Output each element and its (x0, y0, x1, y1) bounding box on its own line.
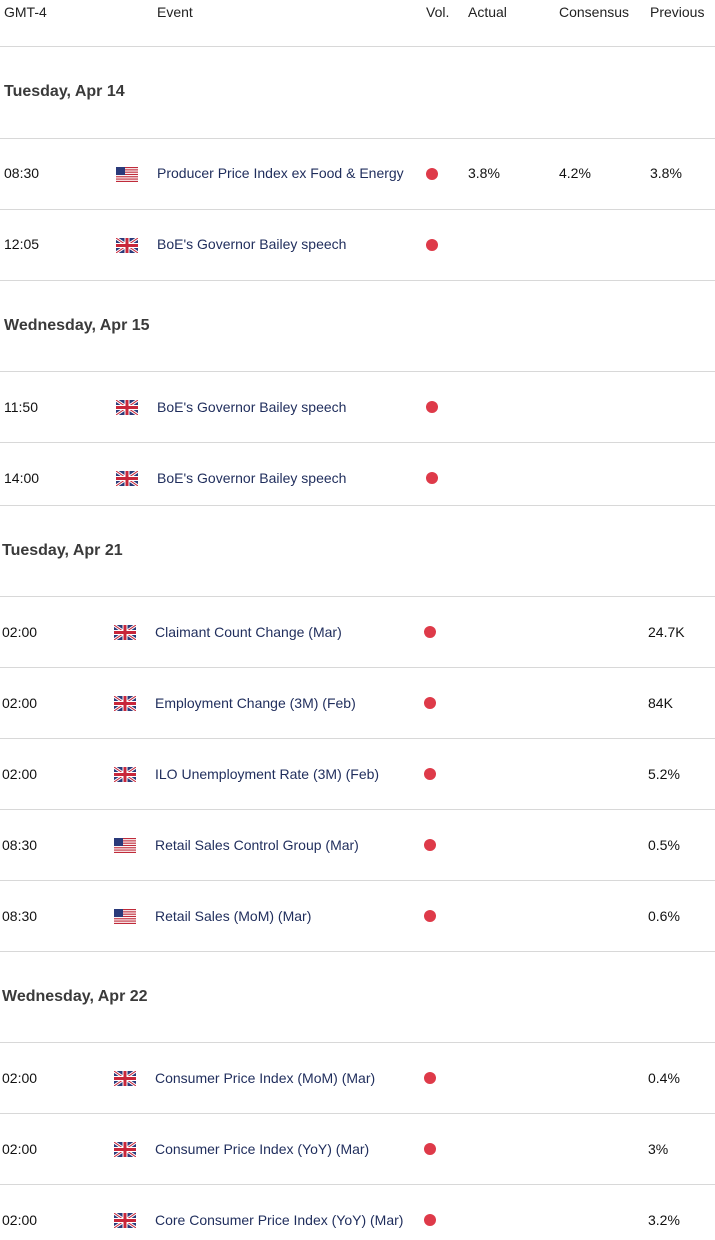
previous-column-header: Previous (650, 4, 705, 20)
uk-flag-icon (116, 400, 138, 415)
date-label: Wednesday, Apr 15 (4, 317, 150, 334)
event-row[interactable]: 02:00 Employment Change (3M) (Feb) 84K (0, 668, 715, 739)
event-row[interactable]: 02:00 Core Consumer Price Index (YoY) (M… (0, 1185, 715, 1240)
high-volatility-indicator (424, 1072, 436, 1084)
event-name-link[interactable]: BoE's Governor Bailey speech (157, 470, 347, 486)
date-label: Tuesday, Apr 21 (2, 542, 123, 559)
consensus-value: 4.2% (559, 165, 591, 181)
event-row[interactable]: 08:30 Producer Price Index ex Food & Ene… (0, 139, 715, 210)
high-volatility-indicator (424, 1214, 436, 1226)
event-time: 02:00 (2, 695, 38, 711)
uk-flag-icon (114, 767, 136, 782)
high-volatility-indicator (426, 472, 438, 484)
high-volatility-indicator (424, 1143, 436, 1155)
date-group-header: Tuesday, Apr 21 (0, 506, 715, 597)
uk-flag-icon (116, 238, 138, 253)
us-flag-icon (114, 838, 136, 853)
high-volatility-indicator (424, 910, 436, 922)
vol-column-header: Vol. (426, 4, 450, 20)
uk-flag-icon (116, 471, 138, 486)
high-volatility-indicator (426, 401, 438, 413)
uk-flag-icon (114, 1071, 136, 1086)
uk-flag-icon (114, 625, 136, 640)
us-flag-icon (114, 909, 136, 924)
previous-value: 0.4% (648, 1070, 680, 1086)
date-group-header: Wednesday, Apr 15 (0, 281, 715, 372)
previous-value: 5.2% (648, 766, 680, 782)
event-row[interactable]: 02:00 ILO Unemployment Rate (3M) (Feb) 5… (0, 739, 715, 810)
uk-flag-icon (114, 1213, 136, 1228)
event-time: 14:00 (4, 470, 40, 486)
high-volatility-indicator (424, 839, 436, 851)
event-row[interactable]: 08:30 Retail Sales (MoM) (Mar) 0.6% (0, 881, 715, 952)
event-row[interactable]: 08:30 Retail Sales Control Group (Mar) 0… (0, 810, 715, 881)
previous-value: 3% (648, 1141, 669, 1157)
date-label: Wednesday, Apr 22 (2, 988, 148, 1005)
event-name-link[interactable]: Producer Price Index ex Food & Energy (157, 165, 404, 181)
timezone-header[interactable]: GMT-4 (4, 4, 47, 20)
event-time: 08:30 (2, 908, 38, 924)
high-volatility-indicator (424, 768, 436, 780)
previous-value: 3.8% (650, 165, 682, 181)
event-time: 02:00 (2, 1141, 38, 1157)
high-volatility-indicator (426, 168, 438, 180)
event-row[interactable]: 12:05 BoE's Governor Bailey speech (0, 210, 715, 281)
event-time: 11:50 (4, 399, 38, 415)
event-name-link[interactable]: Core Consumer Price Index (YoY) (Mar) (155, 1212, 404, 1228)
event-time: 02:00 (2, 624, 38, 640)
consensus-column-header: Consensus (559, 4, 630, 20)
event-time: 12:05 (4, 236, 40, 252)
actual-column-header: Actual (468, 4, 507, 20)
event-time: 02:00 (2, 1212, 38, 1228)
previous-value: 0.5% (648, 837, 680, 853)
event-name-link[interactable]: Retail Sales Control Group (Mar) (155, 837, 359, 853)
previous-value: 3.2% (648, 1212, 680, 1228)
table-header: GMT-4 Event Vol. Actual Consensus Previo… (0, 0, 715, 47)
uk-flag-icon (114, 1142, 136, 1157)
date-group-header: Wednesday, Apr 22 (0, 952, 715, 1043)
high-volatility-indicator (426, 239, 438, 251)
high-volatility-indicator (424, 697, 436, 709)
event-name-link[interactable]: Claimant Count Change (Mar) (155, 624, 342, 640)
date-label: Tuesday, Apr 14 (4, 83, 125, 100)
event-row[interactable]: 11:50 BoE's Governor Bailey speech (0, 372, 715, 443)
event-name-link[interactable]: Consumer Price Index (MoM) (Mar) (155, 1070, 376, 1086)
previous-value: 24.7K (648, 624, 685, 640)
date-group-header: Tuesday, Apr 14 (0, 47, 715, 139)
previous-value: 84K (648, 695, 673, 711)
event-name-link[interactable]: BoE's Governor Bailey speech (157, 399, 347, 415)
uk-flag-icon (114, 696, 136, 711)
event-time: 08:30 (2, 837, 38, 853)
us-flag-icon (116, 167, 138, 182)
event-name-link[interactable]: Employment Change (3M) (Feb) (155, 695, 356, 711)
event-row[interactable]: 02:00 Consumer Price Index (MoM) (Mar) 0… (0, 1043, 715, 1114)
event-time: 02:00 (2, 766, 38, 782)
event-name-link[interactable]: BoE's Governor Bailey speech (157, 236, 347, 252)
event-name-link[interactable]: ILO Unemployment Rate (3M) (Feb) (155, 766, 380, 782)
event-row[interactable]: 02:00 Claimant Count Change (Mar) 24.7K (0, 597, 715, 668)
previous-value: 0.6% (648, 908, 680, 924)
event-name-link[interactable]: Consumer Price Index (YoY) (Mar) (155, 1141, 370, 1157)
event-name-link[interactable]: Retail Sales (MoM) (Mar) (155, 908, 312, 924)
event-row[interactable]: 14:00 BoE's Governor Bailey speech (0, 443, 715, 506)
high-volatility-indicator (424, 626, 436, 638)
event-column-header: Event (157, 4, 193, 20)
event-time: 02:00 (2, 1070, 38, 1086)
actual-value: 3.8% (468, 165, 500, 181)
event-row[interactable]: 02:00 Consumer Price Index (YoY) (Mar) 3… (0, 1114, 715, 1185)
event-time: 08:30 (4, 165, 40, 181)
